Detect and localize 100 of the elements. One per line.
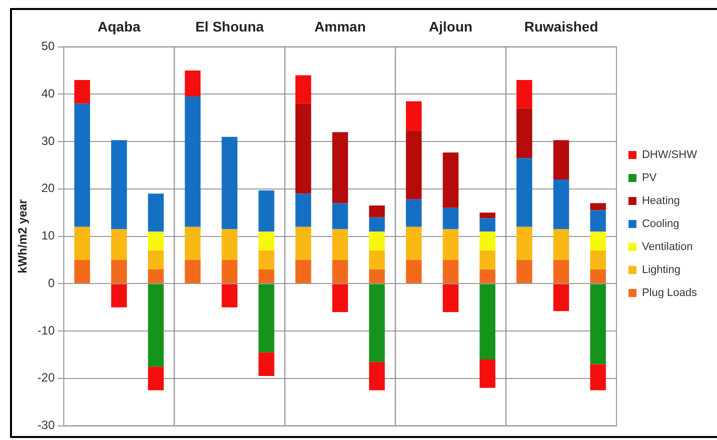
legend-label: Lighting [642,264,681,276]
bar [516,80,532,108]
bar [590,364,606,390]
bar [148,232,164,251]
bar [553,260,570,284]
bar [442,208,459,230]
y-axis-title: kWh/m2 year [16,198,30,274]
bar [258,190,274,232]
bar [369,269,385,284]
bar [111,229,127,260]
bar [222,136,238,230]
bar [258,284,274,352]
bar [590,203,606,210]
bar [222,260,238,284]
bar [184,226,201,260]
bar [295,194,312,227]
legend-label: PV [642,172,658,184]
bar [590,269,606,284]
bar [258,250,274,270]
bar [442,152,459,208]
bar [184,260,201,284]
x-tick-label: Ruwaished [524,18,598,34]
bar [442,260,459,284]
legend-label: Cooling [642,218,680,230]
bar [332,284,348,312]
legend-label: Ventilation [642,241,693,254]
bar [369,206,385,218]
bar [590,284,606,364]
bar [406,226,422,260]
bar [184,70,201,97]
bar [516,108,532,158]
bar [295,260,312,284]
bar [369,232,385,251]
bar [516,226,532,260]
bar [148,269,164,284]
bar [332,132,348,204]
bar [74,104,90,227]
bar [480,232,496,251]
bar [74,260,90,284]
y-tick-label: -10 [37,323,56,338]
y-tick-label: 0 [48,276,56,290]
y-tick-label: 40 [41,86,56,100]
bar [295,226,312,260]
bar [406,260,422,284]
bar [332,229,348,260]
bar [369,362,385,390]
bar [222,229,238,260]
bar [590,210,606,232]
bar [258,232,274,251]
bar [148,284,164,367]
bar [406,130,422,200]
legend-label: DHW/SHW [642,149,698,162]
y-tick-label: 30 [41,134,56,148]
x-tick-label: El Shouna [195,18,264,34]
bar [406,101,422,131]
x-tick-label: Ajloun [428,18,472,34]
bar [369,217,385,232]
bar [480,284,496,360]
bar [442,284,459,312]
bar [516,158,532,227]
bar [332,203,348,230]
bar [480,359,496,388]
bar [369,284,385,362]
bar [553,140,570,180]
bar [111,284,127,308]
bar [480,269,496,284]
bar [590,232,606,251]
bar [332,260,348,284]
bar [553,284,570,312]
bar [442,229,459,260]
y-tick-label: 10 [41,228,56,243]
y-tick-label: 50 [41,39,56,54]
y-tick-label: -20 [37,370,56,385]
bar [148,366,164,390]
bar [258,269,274,284]
bar [111,260,127,284]
bar [295,104,312,194]
bar [74,226,90,260]
bar [480,250,496,270]
legend-label: Heating [642,195,680,208]
bar [516,260,532,284]
x-tick-label: Amman [314,18,366,34]
bar [369,250,385,270]
bar [480,212,496,218]
bar [553,179,570,230]
legend-label: Plug Loads [642,287,698,300]
bar [480,218,496,232]
bar [184,96,201,227]
bar [148,250,164,270]
bar [222,284,238,308]
x-tick-label: Aqaba [98,18,141,34]
bar [258,352,274,376]
bar [590,250,606,270]
bar [406,199,422,227]
y-tick-label: -30 [37,418,56,432]
bar [295,75,312,104]
bar [111,140,127,230]
y-tick-label: 20 [41,181,56,196]
bar [74,80,90,104]
bar [553,229,570,260]
